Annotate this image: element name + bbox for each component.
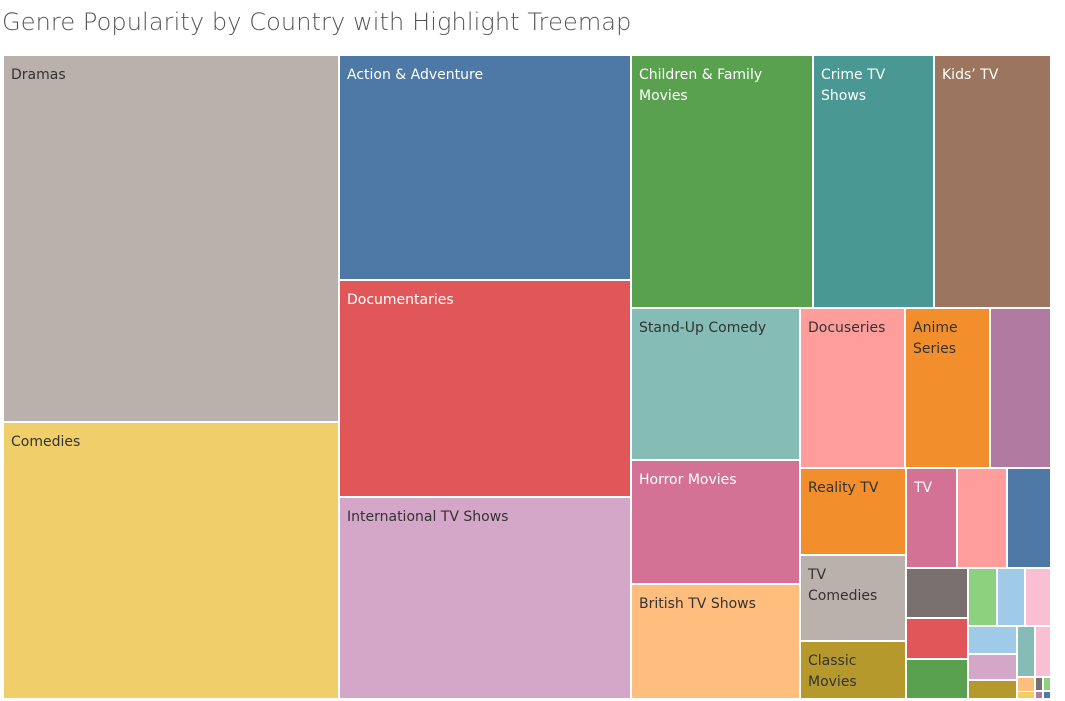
treemap-tile-unlabeled[interactable]	[968, 654, 1017, 680]
treemap-tile-unlabeled[interactable]	[1017, 626, 1035, 677]
treemap-tile-anime-series[interactable]: Anime Series	[905, 308, 990, 468]
treemap-tile-unlabeled[interactable]	[968, 568, 997, 626]
treemap-tile-label: TV	[914, 480, 933, 496]
treemap-tile-label: Reality TV	[808, 480, 879, 496]
treemap-tile-label: Children & Family Movies	[639, 67, 763, 104]
treemap-tile-action-and-adventure[interactable]: Action & Adventure	[339, 55, 631, 280]
treemap-tile-unlabeled[interactable]	[1035, 691, 1043, 699]
treemap-tile-label: Anime Series	[913, 320, 958, 357]
treemap-tile-tv-comedies[interactable]: TV Comedies	[800, 555, 906, 641]
treemap-tile-label: TV Comedies	[808, 567, 878, 604]
treemap-tile-unlabeled[interactable]	[1017, 691, 1035, 699]
treemap-tile-label: Comedies	[11, 434, 81, 450]
treemap-tile-label: Docuseries	[808, 320, 886, 336]
treemap-tile-unlabeled[interactable]	[906, 618, 968, 659]
treemap-tile-unlabeled[interactable]	[1043, 691, 1051, 699]
treemap-tile-unlabeled[interactable]	[1007, 468, 1051, 568]
treemap-tile-comedies[interactable]: Comedies	[3, 422, 339, 699]
treemap-tile-crime-tv-shows[interactable]: Crime TV Shows	[813, 55, 934, 308]
treemap-tile-horror-movies[interactable]: Horror Movies	[631, 460, 800, 584]
treemap-tile-british-tv-shows[interactable]: British TV Shows	[631, 584, 800, 699]
treemap-tile-label: Action & Adventure	[347, 67, 484, 83]
treemap-tile-docuseries[interactable]: Docuseries	[800, 308, 905, 468]
treemap-tile-tv[interactable]: TV	[906, 468, 957, 568]
treemap-tile-kids-tv[interactable]: Kids’ TV	[934, 55, 1051, 308]
treemap-tile-unlabeled[interactable]	[997, 568, 1025, 626]
treemap-tile-children-and-family-movies[interactable]: Children & Family Movies	[631, 55, 813, 308]
treemap-tile-unlabeled[interactable]	[968, 626, 1017, 654]
treemap-tile-label: Dramas	[11, 67, 66, 83]
treemap-tile-unlabeled[interactable]	[957, 468, 1007, 568]
treemap-tile-unlabeled[interactable]	[1043, 677, 1051, 691]
treemap-tile-label: Classic Movies	[808, 653, 857, 690]
treemap-tile-reality-tv[interactable]: Reality TV	[800, 468, 906, 555]
treemap-tile-unlabeled[interactable]	[990, 308, 1051, 468]
treemap-tile-dramas[interactable]: Dramas	[3, 55, 339, 422]
treemap-tile-unlabeled[interactable]	[1035, 677, 1043, 691]
treemap-tile-unlabeled[interactable]	[1035, 626, 1051, 677]
treemap-tile-stand-up-comedy[interactable]: Stand-Up Comedy	[631, 308, 800, 460]
chart-title: Genre Popularity by Country with Highlig…	[2, 8, 632, 36]
treemap-tile-label: Stand-Up Comedy	[639, 320, 767, 336]
treemap-tile-unlabeled[interactable]	[1025, 568, 1051, 626]
treemap-tile-label: Horror Movies	[639, 472, 737, 488]
treemap-tile-unlabeled[interactable]	[906, 659, 968, 699]
treemap-tile-documentaries[interactable]: Documentaries	[339, 280, 631, 497]
treemap-tile-label: Kids’ TV	[942, 67, 999, 83]
treemap-tile-label: International TV Shows	[347, 509, 509, 525]
treemap-tile-unlabeled[interactable]	[968, 680, 1017, 699]
treemap-tile-international-tv-shows[interactable]: International TV Shows	[339, 497, 631, 699]
treemap-tile-label: Documentaries	[347, 292, 454, 308]
treemap-tile-unlabeled[interactable]	[906, 568, 968, 618]
treemap-tile-classic-movies[interactable]: Classic Movies	[800, 641, 906, 699]
treemap-tile-label: British TV Shows	[639, 596, 756, 612]
treemap-tile-label: Crime TV Shows	[821, 67, 886, 104]
